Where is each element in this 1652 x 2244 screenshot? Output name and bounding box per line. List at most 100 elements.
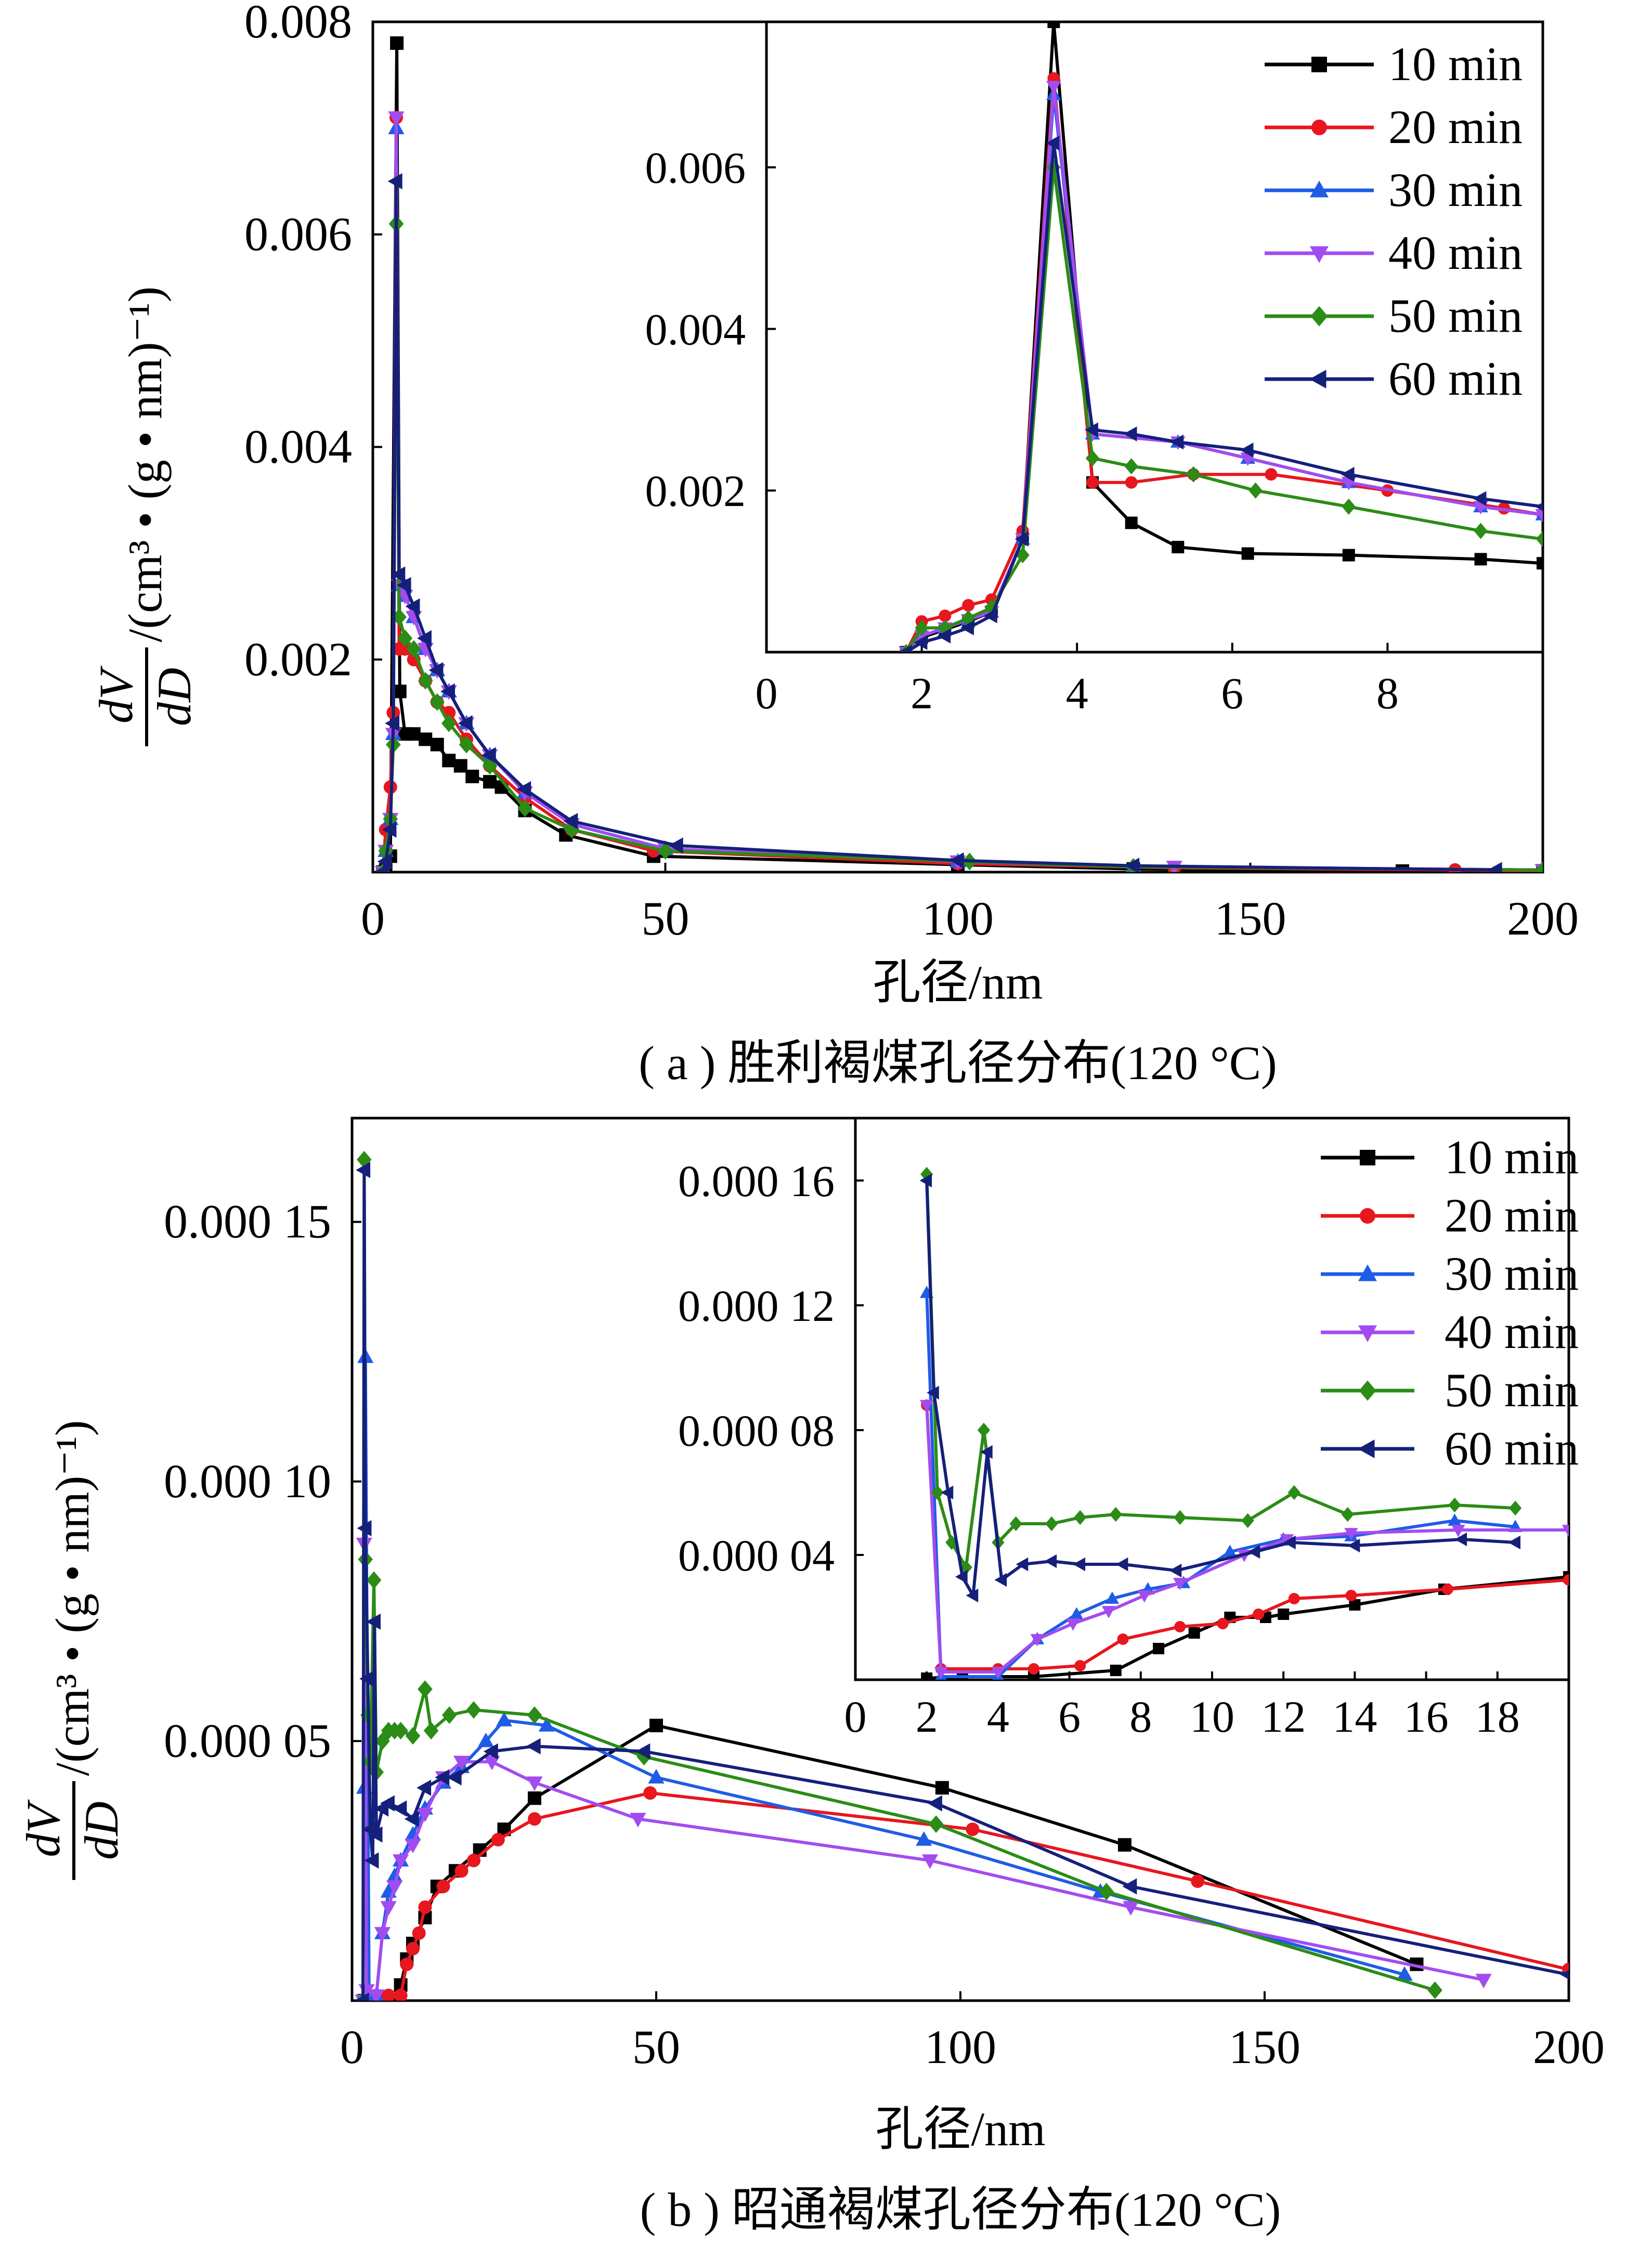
data-point	[1099, 1883, 1114, 1901]
data-point	[1240, 443, 1254, 458]
panel-a-y-axis-label: dV dD /(cm³ • (g • nm)⁻¹)	[89, 287, 201, 746]
legend-label: 30 min	[1445, 1247, 1579, 1300]
data-point	[1125, 516, 1138, 529]
data-point	[368, 1989, 385, 2001]
data-point	[1474, 553, 1487, 566]
legend-label: 20 min	[1388, 100, 1523, 153]
data-point	[1046, 81, 1061, 95]
data-point	[430, 737, 444, 751]
series-20-min	[357, 1786, 1569, 2001]
series-60-min	[898, 135, 1543, 652]
data-point	[1508, 1535, 1520, 1550]
data-point	[436, 1879, 450, 1893]
x-tick-label: 200	[1507, 892, 1579, 945]
data-point	[477, 1732, 494, 1747]
data-point	[393, 684, 407, 698]
data-point	[1287, 1485, 1300, 1500]
data-point	[955, 1569, 968, 1584]
panel-a-caption: ( a ) 胜利褐煤孔径分布(120 °C)	[639, 1036, 1277, 1089]
x-tick-label: 200	[1533, 2020, 1605, 2073]
data-point	[921, 1854, 939, 1869]
legend-item: 30 min	[1321, 1247, 1579, 1300]
x-tick-label: 100	[925, 2020, 996, 2073]
legend-marker	[1310, 246, 1329, 263]
data-point	[454, 1864, 469, 1878]
x-tick-label: 2	[916, 1692, 938, 1742]
legend-item: 10 min	[1321, 1131, 1579, 1184]
data-point	[1174, 1621, 1186, 1632]
data-point	[483, 775, 497, 789]
data-point	[447, 1769, 462, 1786]
data-point	[1070, 1607, 1084, 1619]
legend-item: 60 min	[1321, 1422, 1579, 1475]
x-tick-label: 150	[1215, 892, 1286, 945]
data-point	[1172, 541, 1185, 553]
data-point	[1170, 434, 1184, 450]
legend-label: 40 min	[1388, 226, 1523, 279]
legend-item: 40 min	[1265, 226, 1523, 279]
panel-b-y-axis-label: dV dD /(cm³ • (g • nm)⁻¹)	[17, 1420, 128, 1880]
data-point	[994, 1573, 1007, 1587]
data-point	[977, 1422, 991, 1438]
data-point	[453, 1756, 470, 1771]
y-tick-label: 0.000 10	[164, 1455, 331, 1508]
data-point	[934, 1667, 948, 1679]
data-point	[1241, 547, 1254, 560]
data-point	[935, 1781, 949, 1795]
data-point	[1125, 476, 1138, 489]
data-point	[931, 1485, 944, 1500]
data-point	[1073, 1557, 1086, 1572]
data-point	[649, 1718, 663, 1732]
data-point	[1223, 1545, 1237, 1557]
data-point	[1137, 1590, 1151, 1603]
data-point	[453, 759, 467, 773]
data-point	[563, 813, 578, 829]
data-point	[1086, 476, 1099, 489]
x-tick-label: 4	[987, 1692, 1009, 1742]
data-point	[1066, 1618, 1080, 1631]
data-point	[375, 1732, 390, 1750]
data-point	[1427, 1981, 1442, 1999]
data-point	[1125, 858, 1140, 872]
data-point	[1117, 1633, 1129, 1645]
data-point	[405, 1838, 421, 1853]
data-point	[939, 609, 952, 622]
data-point	[404, 1811, 419, 1827]
data-point	[440, 683, 455, 700]
legend-label: 20 min	[1445, 1189, 1579, 1242]
data-point	[643, 1786, 657, 1800]
data-point	[397, 629, 413, 647]
data-point	[1283, 1535, 1296, 1550]
x-tick-label: 0	[844, 1692, 867, 1742]
data-point	[528, 1812, 541, 1826]
y-tick-label: 0.002	[645, 466, 746, 516]
data-point	[406, 640, 422, 658]
data-point	[430, 693, 445, 711]
data-point	[630, 1812, 646, 1827]
panel-a-ylabel-denominator: dD	[148, 668, 201, 726]
legend-marker	[1358, 1264, 1377, 1281]
x-tick-label: 18	[1475, 1692, 1520, 1742]
data-point	[914, 634, 928, 650]
data-point	[937, 628, 951, 644]
data-point	[386, 1867, 403, 1883]
data-point	[898, 644, 912, 652]
data-point	[1074, 1510, 1087, 1525]
data-point	[435, 1769, 450, 1786]
data-point	[1153, 1643, 1165, 1654]
data-point	[517, 799, 532, 818]
legend-label: 60 min	[1388, 352, 1523, 405]
x-tick-label: 14	[1332, 1692, 1377, 1742]
data-point	[393, 1854, 409, 1869]
legend-item: 20 min	[1321, 1189, 1579, 1242]
data-point	[1188, 1627, 1200, 1639]
data-point	[1342, 549, 1355, 562]
data-point	[1085, 450, 1100, 466]
data-point	[1101, 1606, 1116, 1618]
data-point	[366, 1613, 381, 1630]
y-tick-label: 0.006	[244, 207, 352, 261]
panel-b-x-axis-label: 孔径/nm	[875, 2103, 1045, 2156]
data-point	[668, 837, 683, 854]
data-point	[983, 608, 997, 624]
